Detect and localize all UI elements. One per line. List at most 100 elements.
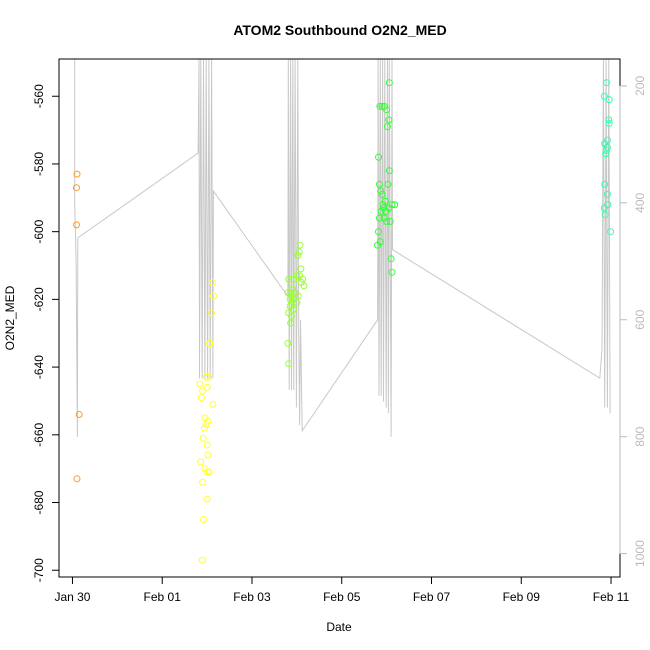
data-point xyxy=(73,475,81,483)
data-point xyxy=(197,394,205,402)
data-point xyxy=(203,441,211,449)
data-point xyxy=(603,79,610,87)
data-point xyxy=(289,306,297,313)
data-point xyxy=(287,319,295,327)
data-point xyxy=(605,96,613,104)
depth-profile-line xyxy=(74,58,611,437)
data-point xyxy=(286,295,294,303)
data-point xyxy=(375,214,383,222)
x-tick-label: Feb 03 xyxy=(233,590,271,604)
data-point xyxy=(378,102,386,110)
x-tick-label: Jan 30 xyxy=(54,590,90,604)
y-tick-label: -600 xyxy=(32,219,46,243)
data-point xyxy=(295,248,303,256)
data-point xyxy=(200,515,207,523)
x-tick-label: Feb 07 xyxy=(413,590,451,604)
data-point xyxy=(377,187,385,195)
data-point xyxy=(600,92,608,100)
data-point xyxy=(384,180,392,188)
data-point xyxy=(288,299,295,307)
y-tick-label: -680 xyxy=(32,490,46,514)
data-point xyxy=(197,458,205,466)
data-point xyxy=(385,167,393,175)
y2-tick-label: 1000 xyxy=(633,540,647,567)
data-point xyxy=(377,207,385,215)
data-point xyxy=(601,211,609,219)
data-point xyxy=(388,201,396,209)
data-point xyxy=(287,289,295,297)
data-point xyxy=(385,79,393,87)
data-point xyxy=(203,468,211,476)
data-point xyxy=(293,272,301,280)
data-point xyxy=(294,251,302,259)
data-point xyxy=(198,556,206,564)
y-tick-label: -660 xyxy=(32,422,46,446)
data-point xyxy=(605,116,613,124)
data-point xyxy=(199,434,207,442)
x-tick-label: Feb 09 xyxy=(503,590,541,604)
data-point xyxy=(381,197,389,205)
data-point xyxy=(383,106,391,114)
data-point xyxy=(378,190,386,198)
data-point xyxy=(205,468,213,476)
data-point xyxy=(284,339,292,347)
data-point xyxy=(605,119,613,127)
data-point xyxy=(383,218,391,225)
chart-title: ATOM2 Southbound O2N2_MED xyxy=(233,22,446,38)
data-point xyxy=(299,275,307,283)
data-point xyxy=(603,190,611,198)
data-points-layer xyxy=(73,79,615,564)
data-point xyxy=(204,417,212,425)
y2-tick-label: 400 xyxy=(633,192,647,212)
data-point xyxy=(297,265,305,273)
data-point xyxy=(209,400,217,408)
data-point xyxy=(600,204,608,212)
data-point xyxy=(206,339,214,347)
data-point xyxy=(391,201,399,209)
data-point xyxy=(385,116,393,124)
data-point xyxy=(73,184,80,192)
data-point xyxy=(75,411,83,418)
data-point xyxy=(602,150,610,158)
data-point xyxy=(376,238,384,246)
data-point xyxy=(300,282,308,290)
data-point xyxy=(603,146,610,154)
data-point xyxy=(203,495,211,503)
data-point xyxy=(603,143,611,151)
y-tick-label: -580 xyxy=(32,152,46,176)
y-tick-label: -700 xyxy=(32,558,46,582)
data-point xyxy=(73,170,81,178)
data-point xyxy=(205,373,212,381)
data-point xyxy=(208,309,216,317)
data-point xyxy=(388,268,396,276)
data-point xyxy=(376,102,384,110)
data-point xyxy=(291,292,299,300)
x-tick-label: Feb 11 xyxy=(593,590,630,604)
y2-tick-label: 800 xyxy=(633,426,647,446)
plot-frame xyxy=(58,58,621,578)
x-axis-label: Date xyxy=(326,620,352,634)
data-point xyxy=(203,383,211,391)
data-point xyxy=(607,228,615,236)
data-point xyxy=(200,424,208,432)
x-axis: Jan 30 Feb 01 Feb 03 Feb 05 Feb 07 Feb 09 Feb … xyxy=(54,576,630,604)
y-tick-label: -620 xyxy=(32,287,46,311)
data-point xyxy=(601,180,609,188)
data-point xyxy=(202,421,210,429)
y-tick-label: -640 xyxy=(32,355,46,379)
y-axis-left: -560 -580 -600 -620 -640 -660 -680 -700 xyxy=(32,84,60,582)
data-point xyxy=(387,255,395,263)
data-point xyxy=(386,218,394,225)
x-tick-label: Feb 01 xyxy=(144,590,182,604)
data-point xyxy=(209,292,217,300)
data-point xyxy=(296,241,304,249)
data-point xyxy=(204,451,212,459)
y-axis-right: 200 400 600 800 1000 xyxy=(619,76,647,567)
data-point xyxy=(375,153,382,161)
x-tick-label: Feb 05 xyxy=(323,590,361,604)
data-point xyxy=(293,299,301,307)
y-tick-label: -560 xyxy=(32,84,46,108)
y2-tick-label: 200 xyxy=(633,76,647,96)
data-point xyxy=(285,275,293,283)
